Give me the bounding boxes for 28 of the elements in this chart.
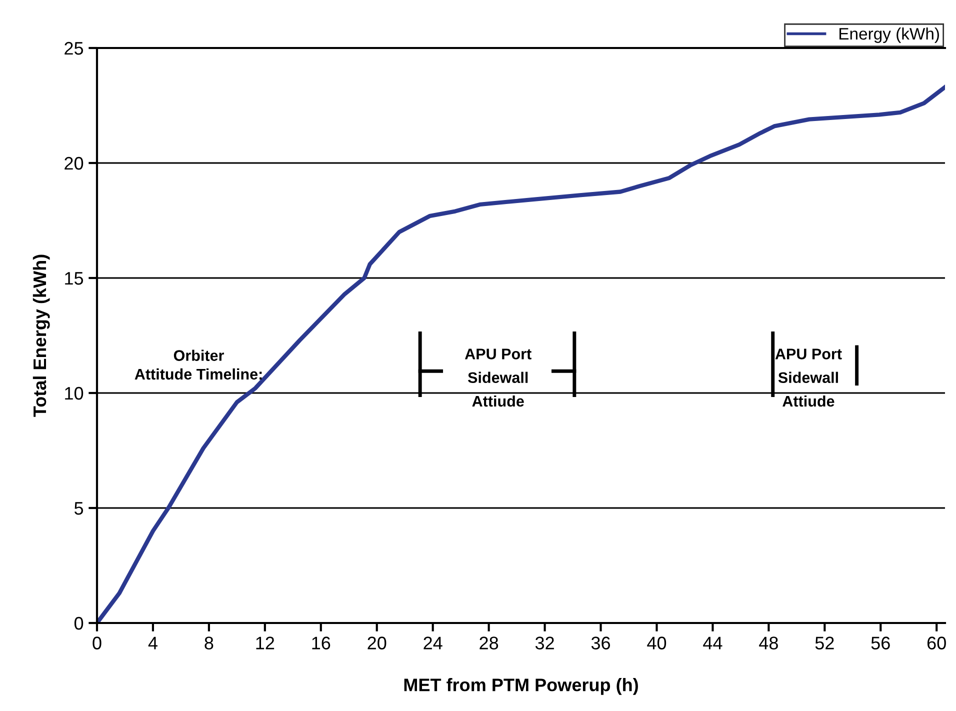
- x-tick-label: 52: [815, 636, 834, 650]
- x-tick-label: 0: [92, 636, 102, 650]
- y-tick-label: 20: [64, 156, 84, 170]
- x-tick-label: 12: [256, 636, 274, 650]
- y-tick-label: 15: [65, 272, 84, 285]
- x-tick-label: 4: [148, 636, 158, 650]
- x-tick-label: 44: [703, 636, 722, 650]
- x-tick-label: 60: [927, 636, 946, 650]
- y-tick-label: 0: [74, 616, 84, 630]
- y-axis-title: Total Energy (kWh): [32, 254, 50, 417]
- annotation: APU Port Sidewall Attiude: [775, 348, 842, 407]
- x-tick-label: 24: [424, 636, 442, 650]
- x-tick-label: 16: [312, 636, 330, 650]
- x-tick-label: 56: [871, 636, 890, 650]
- x-tick-label: 8: [204, 636, 214, 650]
- x-tick-label: 48: [759, 636, 778, 650]
- annotation: APU Port Sidewall Attiude: [464, 348, 532, 407]
- y-tick-label: 10: [65, 386, 84, 400]
- x-tick-label: 28: [480, 636, 498, 650]
- legend-label: Energy (kWh): [840, 27, 939, 43]
- x-tick-label: 32: [535, 636, 554, 650]
- x-tick-label: 40: [647, 636, 666, 650]
- y-tick-label: 25: [64, 42, 84, 55]
- annotation: Orbiter Attitude Timeline:: [134, 350, 262, 380]
- x-axis-title: MET from PTM Powerup (h): [404, 678, 638, 695]
- x-tick-label: 36: [591, 636, 610, 650]
- y-tick-label: 5: [74, 502, 84, 515]
- x-tick-label: 20: [368, 636, 386, 650]
